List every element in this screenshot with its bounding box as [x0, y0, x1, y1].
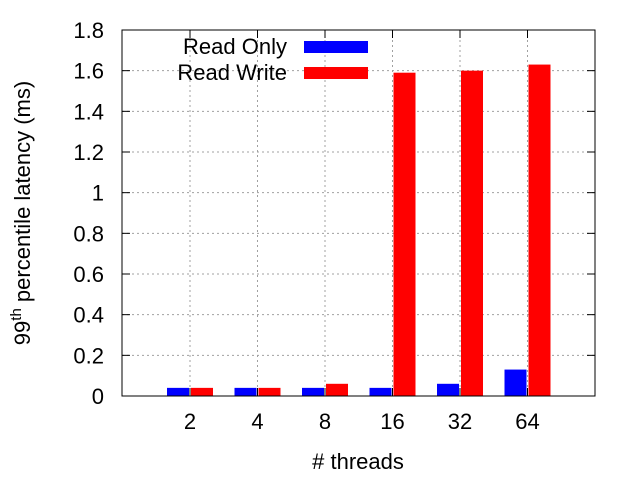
bar-read-only-64: [504, 369, 527, 396]
bar-read-only-32: [437, 383, 459, 396]
bar-read-write-4: [258, 387, 281, 396]
legend-swatch-read-only: [304, 41, 368, 53]
bar-read-write-32: [461, 70, 483, 397]
y-tick-label: 1.8: [73, 18, 104, 43]
y-axis-title-rest: percentile latency (ms): [10, 81, 35, 308]
y-axis-title: 99th percentile latency (ms): [8, 81, 35, 345]
y-tick-label: 0.6: [73, 262, 104, 287]
legend-label-read-only: Read Only: [183, 34, 287, 59]
bars: [167, 64, 551, 397]
x-tick-label: 32: [448, 409, 472, 434]
x-tick-label: 4: [251, 409, 263, 434]
y-tick-label: 0.2: [73, 343, 104, 368]
bar-read-write-8: [326, 383, 348, 396]
bar-read-write-16: [393, 72, 416, 396]
x-tick-label: 8: [319, 409, 331, 434]
x-tick-label: 16: [380, 409, 404, 434]
legend-label-read-write: Read Write: [177, 60, 287, 85]
bar-read-only-8: [302, 387, 324, 396]
bar-read-write-64: [528, 64, 551, 397]
y-tick-label: 1.6: [73, 59, 104, 84]
plot-frame: [121, 29, 596, 397]
y-axis-title-superscript: th: [8, 308, 25, 321]
bar-read-only-2: [167, 387, 189, 396]
x-axis-title: # threads: [312, 449, 404, 474]
bar-read-write-2: [191, 387, 213, 396]
y-tick-label: 0.4: [73, 303, 104, 328]
x-tick-label: 64: [515, 409, 539, 434]
x-ticks: 2 4 8 16 32 64: [184, 30, 540, 434]
y-axis-title-base: 99: [10, 321, 35, 345]
y-tick-label: 0.8: [73, 221, 104, 246]
bar-read-only-4: [234, 387, 257, 396]
y-tick-label: 1.2: [73, 140, 104, 165]
legend-swatch-read-write: [304, 67, 368, 79]
bar-read-only-16: [369, 387, 392, 396]
y-tick-label: 1.4: [73, 99, 104, 124]
x-tick-label: 2: [184, 409, 196, 434]
y-ticks: 0 0.2 0.4 0.6 0.8 1 1.2 1.4 1.6 1.8: [73, 18, 595, 409]
legend: Read Only Read Write: [177, 34, 368, 85]
y-tick-label: 0: [92, 384, 104, 409]
y-tick-label: 1: [92, 181, 104, 206]
